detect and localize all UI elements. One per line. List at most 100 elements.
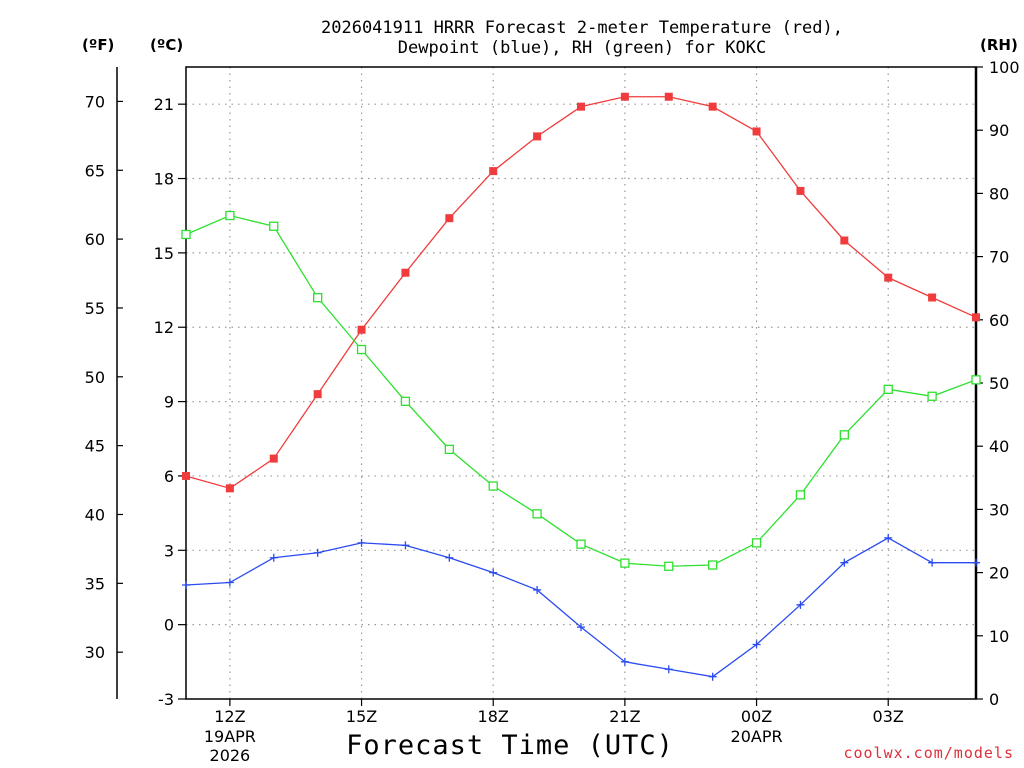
data-point-rh bbox=[883, 384, 893, 394]
data-point-dewpoint bbox=[533, 585, 542, 594]
rh-tick-label: 80 bbox=[989, 184, 1009, 203]
data-point-2-meter-temperature bbox=[708, 102, 717, 111]
data-point-2-meter-temperature bbox=[752, 127, 761, 136]
chart-title-line-1: 2026041911 HRRR Forecast 2-meter Tempera… bbox=[321, 18, 843, 38]
fahrenheit-tick-label: 55 bbox=[85, 299, 105, 318]
plot-frame bbox=[185, 66, 977, 700]
data-point-rh bbox=[356, 344, 367, 355]
data-point-dewpoint bbox=[269, 553, 278, 562]
rh-tick-label: 50 bbox=[989, 374, 1009, 393]
celsius-tick-label: 0 bbox=[164, 616, 174, 635]
rh-tick-label: 0 bbox=[989, 690, 999, 709]
data-point-2-meter-temperature bbox=[972, 313, 980, 322]
chart-title-line-2: Dewpoint (blue), RH (green) for KOKC bbox=[397, 38, 767, 58]
rh-tick-label: 20 bbox=[989, 564, 1009, 583]
fahrenheit-tick-label: 70 bbox=[85, 92, 105, 111]
data-point-2-meter-temperature bbox=[445, 214, 454, 223]
data-point-2-meter-temperature bbox=[884, 273, 893, 282]
data-point-2-meter-temperature bbox=[401, 268, 410, 277]
celsius-tick-label: 18 bbox=[154, 170, 174, 189]
data-point-rh bbox=[751, 538, 762, 548]
data-point-dewpoint bbox=[708, 672, 717, 681]
data-point-rh bbox=[927, 391, 937, 401]
data-point-rh bbox=[795, 490, 806, 500]
celsius-unit-label: (ºC) bbox=[150, 36, 184, 54]
data-point-2-meter-temperature bbox=[182, 471, 190, 480]
data-point-dewpoint bbox=[401, 541, 410, 550]
data-point-dewpoint bbox=[796, 600, 805, 609]
fahrenheit-tick-label: 65 bbox=[85, 161, 105, 180]
data-point-rh bbox=[181, 229, 191, 240]
data-point-rh bbox=[400, 396, 411, 406]
fahrenheit-tick-label: 60 bbox=[85, 230, 105, 249]
data-point-2-meter-temperature bbox=[533, 132, 542, 141]
data-point-2-meter-temperature bbox=[620, 92, 629, 101]
data-point-rh bbox=[269, 221, 279, 231]
data-point-dewpoint bbox=[620, 657, 629, 666]
data-point-2-meter-temperature bbox=[840, 236, 849, 245]
data-point-dewpoint bbox=[357, 538, 366, 547]
data-point-2-meter-temperature bbox=[928, 293, 937, 302]
rh-tick-label: 40 bbox=[989, 437, 1009, 456]
data-point-rh bbox=[576, 539, 586, 549]
x-tick-label: 18Z bbox=[478, 707, 509, 726]
fahrenheit-tick-label: 35 bbox=[85, 574, 105, 593]
data-point-dewpoint bbox=[225, 578, 234, 587]
data-point-rh bbox=[620, 558, 630, 568]
rh-unit-label: (RH) bbox=[980, 36, 1018, 54]
x-tick-date-label: 20APR bbox=[731, 727, 783, 746]
data-point-dewpoint bbox=[182, 580, 190, 589]
celsius-tick-label: 3 bbox=[164, 541, 174, 560]
data-point-dewpoint bbox=[577, 623, 585, 632]
data-point-rh bbox=[708, 560, 718, 570]
x-tick-label: 15Z bbox=[346, 707, 377, 726]
data-point-dewpoint bbox=[664, 665, 673, 674]
data-point-rh bbox=[313, 293, 323, 303]
x-tick-label: 00Z bbox=[741, 707, 772, 726]
rh-tick-label: 30 bbox=[989, 500, 1009, 519]
fahrenheit-tick-label: 50 bbox=[85, 368, 105, 387]
x-tick-label: 12Z bbox=[214, 707, 245, 726]
x-tick-date-label: 19APR bbox=[204, 727, 256, 746]
data-point-2-meter-temperature bbox=[489, 167, 498, 176]
data-point-dewpoint bbox=[928, 558, 937, 567]
data-point-rh bbox=[225, 210, 235, 221]
data-point-2-meter-temperature bbox=[577, 102, 585, 111]
fahrenheit-unit-label: (ºF) bbox=[82, 36, 115, 54]
x-tick-label: 21Z bbox=[609, 707, 640, 726]
data-point-dewpoint bbox=[489, 568, 498, 577]
data-point-2-meter-temperature bbox=[664, 92, 673, 101]
celsius-tick-label: 6 bbox=[164, 467, 174, 486]
data-point-dewpoint bbox=[313, 548, 322, 557]
rh-tick-label: 70 bbox=[989, 248, 1009, 267]
series-line-rh bbox=[185, 214, 977, 567]
celsius-tick-label: 9 bbox=[164, 393, 174, 412]
series-line-2-meter-temperature bbox=[185, 96, 977, 490]
data-point-rh bbox=[839, 430, 849, 440]
data-point-rh bbox=[664, 561, 674, 571]
celsius-tick-label: -3 bbox=[158, 690, 174, 709]
data-point-rh bbox=[444, 444, 454, 455]
data-point-2-meter-temperature bbox=[269, 454, 278, 463]
data-point-rh bbox=[488, 481, 498, 491]
data-point-rh bbox=[532, 509, 542, 519]
rh-tick-label: 60 bbox=[989, 311, 1009, 330]
data-point-2-meter-temperature bbox=[357, 325, 366, 334]
data-point-rh bbox=[971, 375, 981, 385]
x-tick-year-label: 2026 bbox=[210, 746, 251, 765]
rh-tick-label: 10 bbox=[989, 627, 1009, 646]
series-line-dewpoint bbox=[185, 537, 976, 678]
data-point-2-meter-temperature bbox=[225, 484, 234, 493]
fahrenheit-tick-label: 30 bbox=[85, 643, 105, 662]
rh-tick-label: 100 bbox=[989, 58, 1020, 77]
rh-tick-label: 90 bbox=[989, 121, 1009, 140]
data-point-2-meter-temperature bbox=[313, 390, 322, 399]
fahrenheit-tick-label: 40 bbox=[85, 505, 105, 524]
fahrenheit-tick-label: 45 bbox=[85, 437, 105, 456]
data-point-dewpoint bbox=[445, 553, 454, 562]
data-point-dewpoint bbox=[752, 640, 761, 649]
credit-text: coolwx.com/models bbox=[843, 744, 1014, 762]
celsius-tick-label: 15 bbox=[154, 244, 174, 263]
data-point-dewpoint bbox=[972, 558, 980, 567]
